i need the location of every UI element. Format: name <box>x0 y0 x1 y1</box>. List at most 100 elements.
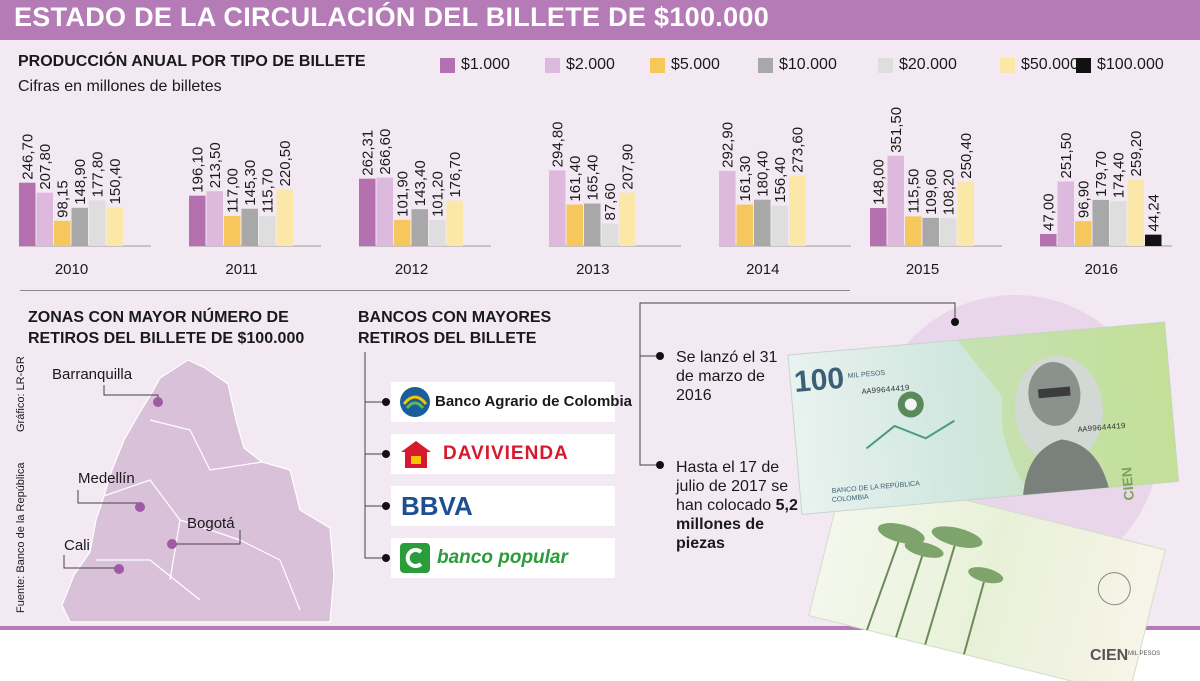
banknote-back <box>808 469 1166 681</box>
banknote-front-word: CIEN <box>1118 466 1137 501</box>
page-title: ESTADO DE LA CIRCULACIÓN DEL BILLETE DE … <box>14 2 770 32</box>
data-label: 251,50 <box>1058 133 1075 179</box>
data-label: 220,50 <box>277 141 294 187</box>
data-label: 246,70 <box>20 134 37 180</box>
data-label: 262,31 <box>360 130 377 176</box>
banknote-serial-1: AA99644419 <box>861 384 910 397</box>
data-label: 96,90 <box>1076 181 1093 219</box>
category-label: 2013 <box>576 261 609 278</box>
data-label: 196,10 <box>190 147 207 193</box>
data-label: 115,70 <box>260 169 277 214</box>
zones-title-line1: ZONAS CON MAYOR NÚMERO DE <box>28 309 289 326</box>
bank-popular: banco popular <box>391 538 615 578</box>
bar <box>1110 201 1127 246</box>
bank-davivienda-name: DAVIVIENDA <box>443 443 569 464</box>
data-label: 207,80 <box>37 144 54 190</box>
data-label: 117,00 <box>225 168 242 213</box>
data-label: 177,80 <box>90 151 107 197</box>
bar <box>771 205 788 246</box>
legend-swatch <box>1076 58 1091 73</box>
bank-popular-name: banco popular <box>437 547 568 568</box>
map-shape <box>61 359 335 623</box>
city-barranquilla: Barranquilla <box>52 366 133 383</box>
legend-label: $2.000 <box>566 56 615 73</box>
legend-label: $5.000 <box>671 56 720 73</box>
data-label: 174,40 <box>1111 152 1128 198</box>
category-label: 2014 <box>746 261 779 278</box>
data-label: 351,50 <box>888 107 905 153</box>
data-label: 213,50 <box>207 142 224 188</box>
header-bar: ESTADO DE LA CIRCULACIÓN DEL BILLETE DE … <box>0 0 1200 40</box>
data-label: 87,60 <box>602 183 619 221</box>
bar <box>106 207 123 246</box>
category-label: 2011 <box>225 261 257 278</box>
bar <box>940 218 957 246</box>
data-label: 156,40 <box>772 157 789 203</box>
data-label: 292,90 <box>720 122 737 168</box>
data-label: 161,40 <box>567 156 584 202</box>
data-label: 259,20 <box>1128 131 1145 177</box>
legend-label: $10.000 <box>779 56 837 73</box>
bar <box>905 216 922 246</box>
data-label: 273,60 <box>790 127 807 173</box>
bar <box>224 215 241 246</box>
data-label: 148,00 <box>871 159 888 205</box>
data-label: 44,24 <box>1146 194 1163 232</box>
data-label: 148,90 <box>72 159 89 205</box>
bar <box>54 220 71 246</box>
legend-swatch <box>878 58 893 73</box>
bar <box>887 155 904 246</box>
fact-launch-date: Se lanzó el 31 de marzo de 2016 <box>676 349 778 404</box>
banknote-back-word-small: MIL PESOS <box>1128 651 1160 657</box>
category-label: 2010 <box>55 261 88 278</box>
bar <box>259 216 276 246</box>
data-label: 294,80 <box>550 121 567 167</box>
bar <box>359 178 376 246</box>
banks-title-line2: RETIROS DEL BILLETE <box>358 330 537 347</box>
bar <box>189 195 206 246</box>
banknote-back-word: CIEN <box>1090 647 1128 664</box>
medellin-dot <box>135 502 145 512</box>
bar <box>206 191 223 246</box>
bar <box>71 207 88 246</box>
bar <box>549 170 566 246</box>
bar <box>584 203 601 246</box>
cali-dot <box>114 564 124 574</box>
data-label: 150,40 <box>107 159 124 205</box>
barranquilla-dot <box>153 397 163 407</box>
data-label: 109,60 <box>923 169 940 215</box>
bar <box>1057 181 1074 246</box>
popular-logo-icon <box>400 543 430 573</box>
map-regions <box>96 419 301 611</box>
bar <box>789 175 806 246</box>
data-label: 161,30 <box>737 156 754 202</box>
zones-title-line2: RETIROS DEL BILLETE DE $100.000 <box>28 330 305 347</box>
legend-label: $1.000 <box>461 56 510 73</box>
bar <box>446 200 463 246</box>
data-label: 145,30 <box>242 160 259 206</box>
bar <box>411 209 428 246</box>
bar <box>719 170 736 246</box>
city-bogota: Bogotá <box>187 515 235 532</box>
legend-label: $100.000 <box>1097 56 1164 73</box>
bar <box>1145 234 1162 246</box>
bar <box>870 208 887 246</box>
banknote-serial-2: AA99644419 <box>1077 422 1126 435</box>
data-label: 115,50 <box>906 169 923 214</box>
fact-pieces-bold: 5,2 millones de piezas <box>676 497 798 552</box>
data-label: 250,40 <box>958 133 975 179</box>
bar <box>922 217 939 246</box>
bank-bbva-name: BBVA <box>401 491 473 521</box>
data-label: 266,60 <box>377 129 394 175</box>
bar <box>36 192 53 246</box>
legend-swatch <box>545 58 560 73</box>
davivienda-house-icon <box>401 441 431 468</box>
chart-title: PRODUCCIÓN ANUAL POR TIPO DE BILLETE <box>18 53 366 70</box>
legend-swatch <box>758 58 773 73</box>
fact-pieces-text: Hasta el 17 de julio de 2017 se han colo… <box>676 459 789 514</box>
data-label: 98,15 <box>55 180 72 218</box>
data-label: 207,90 <box>620 144 637 190</box>
section-divider <box>20 290 850 291</box>
data-label: 108,20 <box>941 169 958 215</box>
